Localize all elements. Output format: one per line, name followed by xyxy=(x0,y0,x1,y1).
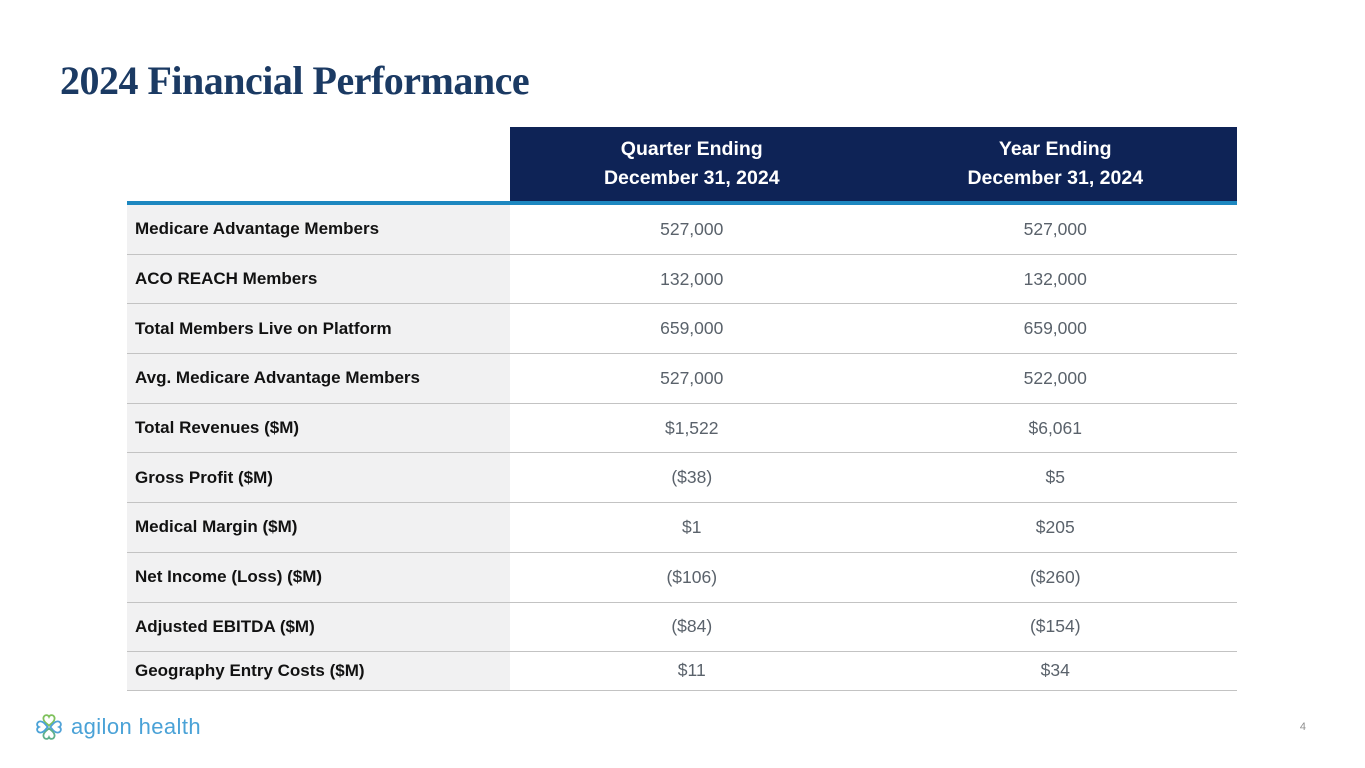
column-header-year-line1: Year Ending xyxy=(998,138,1112,161)
header-accent-line xyxy=(127,201,1237,205)
year-value: 659,000 xyxy=(1023,318,1087,339)
quarter-value: ($84) xyxy=(671,616,713,637)
financial-table: Quarter Ending December 31, 2024 Year En… xyxy=(127,127,1237,691)
column-header-quarter-line1: Quarter Ending xyxy=(620,138,763,161)
row-label: Gross Profit ($M) xyxy=(127,453,510,503)
row-label: ACO REACH Members xyxy=(127,254,510,304)
table-row: Total Members Live on Platform 659,000 6… xyxy=(127,304,1237,355)
header-spacer xyxy=(127,127,510,201)
quarter-value: ($38) xyxy=(671,467,713,488)
page-number: 4 xyxy=(1299,721,1306,733)
column-header-quarter: Quarter Ending December 31, 2024 xyxy=(510,127,874,201)
page-title: 2024 Financial Performance xyxy=(60,58,530,103)
quarter-value: $1,522 xyxy=(664,417,719,438)
table-body: Medicare Advantage Members 527,000 527,0… xyxy=(127,205,1237,691)
row-label: Avg. Medicare Advantage Members xyxy=(127,354,510,403)
agilon-clover-icon xyxy=(34,712,64,742)
quarter-value: $11 xyxy=(677,660,706,681)
table-row: Gross Profit ($M) ($38) $5 xyxy=(127,453,1237,504)
table-row: Medicare Advantage Members 527,000 527,0… xyxy=(127,205,1237,255)
row-label: Total Revenues ($M) xyxy=(127,403,510,453)
row-label: Medicare Advantage Members xyxy=(127,205,510,254)
table-row: Total Revenues ($M) $1,522 $6,061 xyxy=(127,403,1237,454)
column-header-year: Year Ending December 31, 2024 xyxy=(873,127,1237,201)
year-value: $205 xyxy=(1035,516,1075,537)
row-label: Net Income (Loss) ($M) xyxy=(127,552,510,602)
quarter-value: $1 xyxy=(682,516,702,537)
quarter-value: 527,000 xyxy=(660,218,724,239)
year-value: $6,061 xyxy=(1028,417,1083,438)
quarter-value: 132,000 xyxy=(660,268,724,289)
company-logo-text: agilon health xyxy=(71,714,201,739)
year-value: 527,000 xyxy=(1023,218,1087,239)
year-value: $5 xyxy=(1045,467,1065,488)
quarter-value: 527,000 xyxy=(660,367,724,388)
year-value: 522,000 xyxy=(1023,367,1087,388)
table-row: ACO REACH Members 132,000 132,000 xyxy=(127,254,1237,305)
year-value: ($154) xyxy=(1029,616,1081,637)
quarter-value: 659,000 xyxy=(660,318,724,339)
year-value: ($260) xyxy=(1029,566,1081,587)
year-value: 132,000 xyxy=(1023,268,1087,289)
row-label: Total Members Live on Platform xyxy=(127,304,510,354)
row-label: Medical Margin ($M) xyxy=(127,503,510,552)
table-row: Geography Entry Costs ($M) $11 $34 xyxy=(127,652,1237,691)
row-label: Adjusted EBITDA ($M) xyxy=(127,602,510,652)
table-header-row: Quarter Ending December 31, 2024 Year En… xyxy=(127,127,1237,201)
column-header-quarter-line2: December 31, 2024 xyxy=(603,166,780,189)
quarter-value: ($106) xyxy=(666,566,718,587)
row-label: Geography Entry Costs ($M) xyxy=(127,652,510,690)
company-logo: agilon health xyxy=(34,712,201,742)
table-row: Avg. Medicare Advantage Members 527,000 … xyxy=(127,354,1237,404)
table-row: Medical Margin ($M) $1 $205 xyxy=(127,503,1237,553)
column-header-year-line2: December 31, 2024 xyxy=(967,166,1144,189)
table-row: Net Income (Loss) ($M) ($106) ($260) xyxy=(127,552,1237,603)
year-value: $34 xyxy=(1040,660,1070,681)
table-row: Adjusted EBITDA ($M) ($84) ($154) xyxy=(127,602,1237,653)
